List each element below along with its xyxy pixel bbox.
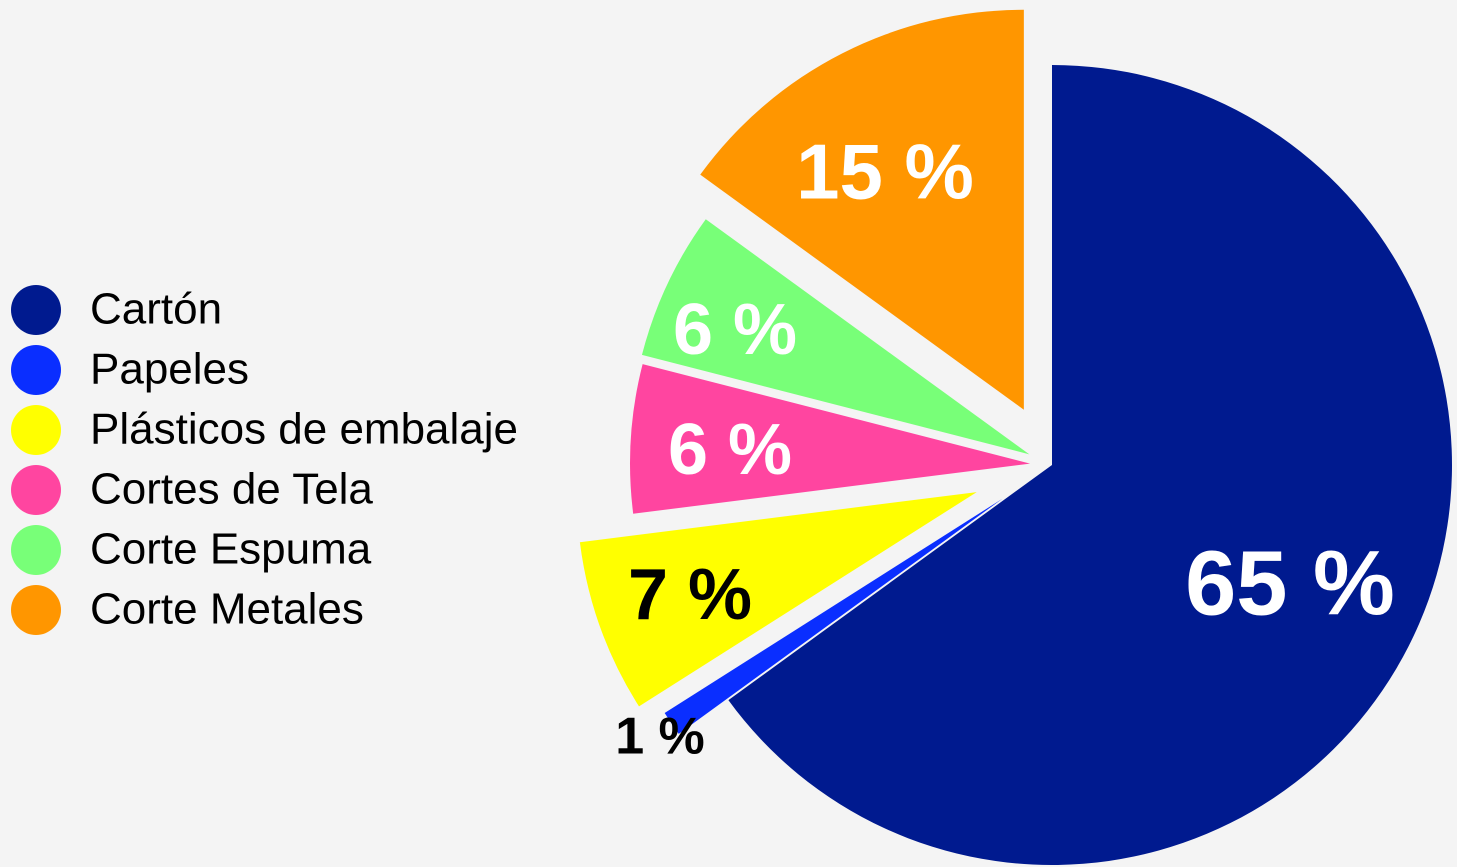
pie-slice <box>641 219 1030 455</box>
legend-swatch <box>11 525 61 575</box>
pie-slice <box>728 65 1452 866</box>
legend-swatch <box>11 585 61 635</box>
legend-swatch <box>11 285 61 335</box>
pie-slice <box>630 364 1031 514</box>
slice-label: 65 % <box>1185 532 1395 634</box>
slice-label: 15 % <box>796 128 974 216</box>
legend-label: Papeles <box>90 345 249 394</box>
legend-label: Corte Metales <box>90 585 364 634</box>
slice-label: 1 % <box>615 708 705 766</box>
legend-label: Cortes de Tela <box>90 465 373 514</box>
slice-label: 6 % <box>673 290 797 370</box>
legend-swatch <box>11 405 61 455</box>
legend-label: Corte Espuma <box>90 525 372 574</box>
slice-label: 6 % <box>668 410 792 490</box>
pie-slice <box>664 498 1003 734</box>
legend-label: Plásticos de embalaje <box>90 405 518 454</box>
pie-slice <box>700 9 1024 410</box>
legend-swatch <box>11 345 61 395</box>
legend-swatch <box>11 465 61 515</box>
pie-slice <box>579 492 977 707</box>
legend-label: Cartón <box>90 285 222 334</box>
slice-label: 7 % <box>628 555 752 635</box>
